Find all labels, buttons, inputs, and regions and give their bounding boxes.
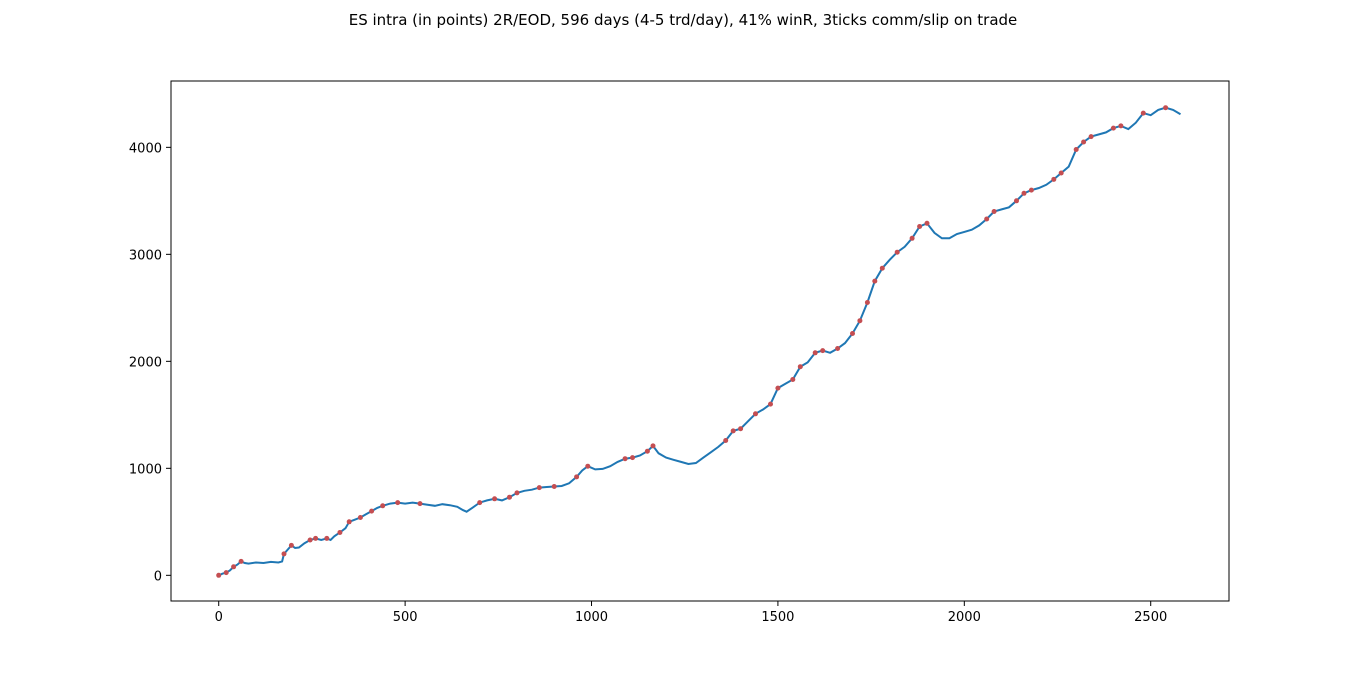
trade-marker bbox=[872, 278, 878, 284]
trade-marker bbox=[835, 346, 841, 351]
trade-marker bbox=[812, 350, 818, 356]
trade-marker bbox=[574, 474, 580, 480]
trade-marker bbox=[536, 485, 542, 491]
trade-marker bbox=[857, 318, 863, 324]
x-tick-label: 2000 bbox=[948, 610, 981, 625]
trade-marker bbox=[357, 515, 363, 520]
y-tick-label: 2000 bbox=[129, 355, 162, 370]
trade-marker bbox=[768, 401, 773, 407]
trade-marker bbox=[337, 530, 343, 535]
trade-marker bbox=[1021, 190, 1027, 196]
trade-marker bbox=[514, 490, 520, 496]
trade-marker bbox=[820, 348, 826, 354]
trade-marker bbox=[790, 377, 796, 382]
trade-marker bbox=[1163, 105, 1169, 111]
trade-marker bbox=[984, 216, 990, 222]
trade-marker bbox=[1088, 134, 1094, 140]
x-tick-label: 1500 bbox=[761, 610, 794, 625]
trade-marker bbox=[738, 426, 744, 432]
trade-marker bbox=[1028, 187, 1034, 193]
trade-marker bbox=[1110, 125, 1116, 131]
trade-marker bbox=[1081, 139, 1087, 145]
trade-marker bbox=[288, 542, 294, 548]
x-tick-label: 1000 bbox=[575, 610, 608, 625]
trade-marker bbox=[894, 249, 900, 255]
y-tick-label: 0 bbox=[154, 569, 162, 584]
trade-marker bbox=[238, 558, 244, 564]
trade-marker bbox=[223, 570, 229, 576]
y-axis: 0 1000 2000 3000 4000 bbox=[129, 141, 171, 584]
x-tick-label: 0 bbox=[215, 610, 223, 625]
plot-frame bbox=[170, 80, 1230, 602]
trade-marker bbox=[346, 519, 352, 525]
trade-marker bbox=[1014, 198, 1019, 204]
y-tick-label: 3000 bbox=[129, 248, 162, 263]
trade-marker bbox=[644, 448, 650, 454]
trade-marker bbox=[909, 235, 915, 241]
trade-marker bbox=[797, 364, 803, 370]
y-tick-label: 1000 bbox=[129, 462, 162, 477]
trade-marker bbox=[991, 209, 997, 214]
trade-marker bbox=[551, 484, 557, 489]
trade-marker bbox=[1051, 176, 1057, 182]
trade-marker bbox=[507, 494, 512, 500]
trade-marker bbox=[369, 508, 375, 514]
trade-marker bbox=[1058, 170, 1064, 176]
trade-marker bbox=[630, 455, 635, 461]
trade-marker bbox=[395, 500, 401, 506]
trade-marker bbox=[723, 438, 729, 443]
trade-marker bbox=[924, 220, 930, 226]
trade-marker bbox=[231, 564, 237, 570]
trade-marker bbox=[753, 411, 758, 417]
x-tick-label: 500 bbox=[393, 610, 418, 625]
trade-marker bbox=[775, 385, 781, 391]
trade-marker bbox=[492, 496, 498, 502]
trade-marker bbox=[650, 443, 656, 449]
trade-marker bbox=[477, 500, 483, 506]
trade-marker bbox=[281, 551, 287, 557]
trade-marker bbox=[1073, 147, 1079, 152]
equity-line bbox=[218, 106, 1182, 577]
y-tick-label: 4000 bbox=[129, 141, 162, 156]
x-tick-label: 2500 bbox=[1134, 610, 1167, 625]
trade-marker bbox=[307, 537, 313, 543]
trade-marker bbox=[879, 265, 885, 271]
trade-marker bbox=[313, 535, 319, 541]
trade-marker bbox=[850, 331, 855, 336]
trade-marker bbox=[324, 535, 330, 541]
trade-marker bbox=[917, 224, 923, 229]
trade-marker bbox=[380, 503, 386, 509]
trade-marker bbox=[417, 501, 423, 507]
trade-marker bbox=[585, 463, 591, 469]
chart-title: ES intra (in points) 2R/EOD, 596 days (4… bbox=[349, 11, 1018, 29]
trade-marker bbox=[730, 428, 736, 434]
trade-markers bbox=[216, 105, 1169, 578]
trade-marker bbox=[864, 300, 870, 305]
trade-marker bbox=[1118, 123, 1124, 129]
x-axis: 0 500 1000 1500 2000 2500 bbox=[215, 601, 1167, 625]
trade-marker bbox=[1140, 110, 1146, 116]
trade-marker bbox=[622, 456, 628, 462]
trade-marker bbox=[216, 572, 222, 578]
